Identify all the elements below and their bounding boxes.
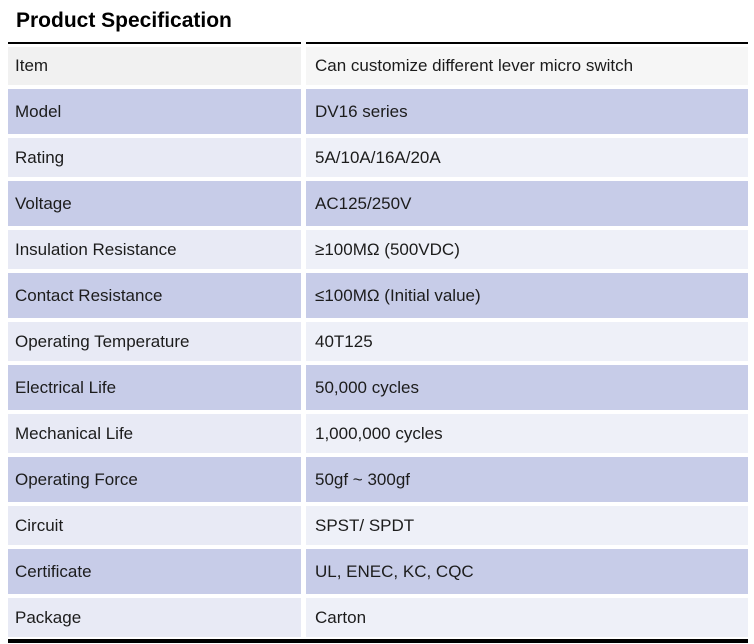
spec-value: SPST/ SPDT	[306, 506, 748, 545]
row-model: Model DV16 series	[8, 89, 748, 134]
spec-label: Package	[8, 598, 301, 637]
spec-value: 1,000,000 cycles	[306, 414, 748, 453]
row-operating-temperature: Operating Temperature 40T125	[8, 322, 748, 361]
spec-label: Rating	[8, 138, 301, 177]
spec-value: AC125/250V	[306, 181, 748, 226]
spec-value: 40T125	[306, 322, 748, 361]
row-insulation-resistance: Insulation Resistance ≥100MΩ (500VDC)	[8, 230, 748, 269]
spec-label: Circuit	[8, 506, 301, 545]
spec-value: 5A/10A/16A/20A	[306, 138, 748, 177]
spec-label: Voltage	[8, 181, 301, 226]
spec-value: ≤100MΩ (Initial value)	[306, 273, 748, 318]
spec-label: Operating Temperature	[8, 322, 301, 361]
specification-table: Item Can customize different lever micro…	[8, 42, 748, 643]
row-voltage: Voltage AC125/250V	[8, 181, 748, 226]
spec-label: Item	[8, 47, 301, 85]
spec-label: Contact Resistance	[8, 273, 301, 318]
row-item: Item Can customize different lever micro…	[8, 47, 748, 85]
row-rating: Rating 5A/10A/16A/20A	[8, 138, 748, 177]
spec-value: 50,000 cycles	[306, 365, 748, 410]
top-rule-right-segment	[306, 42, 748, 44]
spec-value: Can customize different lever micro swit…	[306, 47, 748, 85]
top-rule-gap	[301, 42, 306, 44]
spec-value: UL, ENEC, KC, CQC	[306, 549, 748, 594]
page-title: Product Specification	[16, 9, 232, 32]
row-circuit: Circuit SPST/ SPDT	[8, 506, 748, 545]
spec-label: Operating Force	[8, 457, 301, 502]
spec-label: Mechanical Life	[8, 414, 301, 453]
spec-label: Insulation Resistance	[8, 230, 301, 269]
row-mechanical-life: Mechanical Life 1,000,000 cycles	[8, 414, 748, 453]
spec-value: Carton	[306, 598, 748, 637]
top-rule-left-segment	[8, 42, 301, 44]
row-certificate: Certificate UL, ENEC, KC, CQC	[8, 549, 748, 594]
spec-value: DV16 series	[306, 89, 748, 134]
spec-label: Model	[8, 89, 301, 134]
table-rows: Item Can customize different lever micro…	[8, 47, 748, 637]
spec-value: ≥100MΩ (500VDC)	[306, 230, 748, 269]
row-electrical-life: Electrical Life 50,000 cycles	[8, 365, 748, 410]
row-contact-resistance: Contact Resistance ≤100MΩ (Initial value…	[8, 273, 748, 318]
row-operating-force: Operating Force 50gf ~ 300gf	[8, 457, 748, 502]
table-top-rule	[8, 42, 748, 44]
row-package: Package Carton	[8, 598, 748, 637]
spec-label: Certificate	[8, 549, 301, 594]
spec-value: 50gf ~ 300gf	[306, 457, 748, 502]
spec-label: Electrical Life	[8, 365, 301, 410]
table-bottom-rule	[8, 639, 748, 643]
